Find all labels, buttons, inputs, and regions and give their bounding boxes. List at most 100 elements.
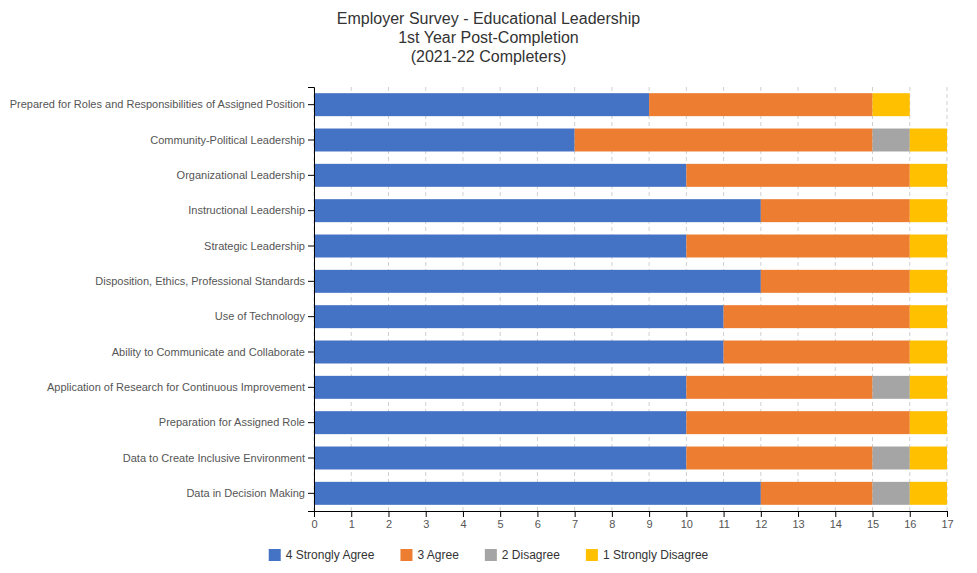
- y-tick: Data to Create Inclusive Environment: [123, 452, 314, 464]
- legend-item: 2 Disagree: [485, 548, 560, 562]
- bar: [910, 411, 947, 434]
- bar: [910, 199, 947, 222]
- x-tick: 0: [311, 511, 317, 530]
- y-tick: Application of Research for Continuous I…: [47, 381, 314, 393]
- x-tick-label: 17: [941, 518, 953, 530]
- legend-label: 3 Agree: [417, 548, 459, 562]
- bar: [873, 129, 910, 152]
- x-tick-label: 11: [718, 518, 729, 530]
- bar: [873, 447, 910, 470]
- x-tick-mark: [947, 511, 948, 517]
- bar: [314, 376, 686, 399]
- bar: [686, 235, 909, 258]
- y-tick-label: Prepared for Roles and Responsibilities …: [10, 98, 305, 110]
- bar: [314, 270, 761, 293]
- bar: [761, 199, 910, 222]
- x-tick: 4: [460, 511, 466, 530]
- x-tick: 13: [792, 511, 804, 530]
- legend-label: 4 Strongly Agree: [286, 548, 375, 562]
- x-tick-mark: [351, 511, 352, 517]
- y-tick-mark: [308, 458, 314, 459]
- series: [575, 93, 910, 505]
- y-tick-mark: [308, 210, 314, 211]
- y-tick: Organizational Leadership: [177, 169, 314, 181]
- x-tick-label: 9: [647, 518, 653, 530]
- x-tick: 12: [755, 511, 767, 530]
- x-tick: 9: [647, 511, 653, 530]
- bar: [686, 164, 909, 187]
- y-tick-label: Organizational Leadership: [177, 169, 305, 181]
- y-tick-label: Use of Technology: [215, 310, 306, 322]
- legend-swatch: [586, 549, 598, 561]
- legend-item: 3 Agree: [400, 548, 459, 562]
- y-tick: Community-Political Leadership: [150, 134, 314, 146]
- x-tick: 17: [941, 511, 953, 530]
- bar: [314, 447, 686, 470]
- x-tick-label: 12: [755, 518, 767, 530]
- x-tick: 15: [867, 511, 879, 530]
- bar: [910, 341, 947, 364]
- y-tick-label: Instructional Leadership: [188, 204, 305, 216]
- x-tick-mark: [537, 511, 538, 517]
- x-axis: 01234567891011121314151617: [311, 511, 953, 530]
- x-axis-line: [315, 512, 948, 518]
- y-tick-mark: [308, 387, 314, 388]
- y-tick: Data in Decision Making: [186, 487, 314, 499]
- x-tick: 5: [498, 511, 504, 530]
- x-tick-mark: [575, 511, 576, 517]
- x-tick-mark: [835, 511, 836, 517]
- bar: [873, 93, 910, 116]
- bar: [314, 129, 575, 152]
- x-tick-label: 15: [867, 518, 879, 530]
- legend: 4 Strongly Agree 3 Agree 2 Disagree 1 Stron…: [269, 548, 709, 562]
- bar: [910, 376, 947, 399]
- series: [873, 129, 910, 505]
- y-tick-mark: [308, 493, 314, 494]
- x-tick-label: 5: [498, 518, 504, 530]
- bar: [314, 411, 686, 434]
- x-tick-mark: [426, 511, 427, 517]
- y-tick: Instructional Leadership: [188, 204, 314, 216]
- grid: [314, 87, 947, 511]
- x-tick-mark: [910, 511, 911, 517]
- bar: [761, 270, 910, 293]
- x-tick: 7: [572, 511, 578, 530]
- y-tick-mark: [308, 281, 314, 282]
- y-tick-label: Data in Decision Making: [186, 487, 305, 499]
- y-tick-label: Application of Research for Continuous I…: [47, 381, 305, 393]
- bar: [873, 376, 910, 399]
- y-tick-mark: [308, 422, 314, 423]
- plot: 01234567891011121314151617Data in Decisi…: [10, 87, 954, 530]
- bar: [910, 482, 947, 505]
- x-tick-label: 16: [904, 518, 916, 530]
- x-tick: 16: [904, 511, 916, 530]
- x-tick: 10: [681, 511, 693, 530]
- title-line: (2021-22 Completers): [411, 48, 567, 65]
- y-tick-label: Strategic Leadership: [204, 240, 305, 252]
- bar: [314, 482, 761, 505]
- bar: [686, 376, 872, 399]
- bar: [761, 482, 873, 505]
- x-tick: 11: [718, 511, 729, 530]
- x-tick: 8: [609, 511, 615, 530]
- bar: [314, 199, 761, 222]
- x-tick-label: 8: [609, 518, 615, 530]
- series: [873, 93, 947, 505]
- x-tick-mark: [388, 511, 389, 517]
- x-tick: 1: [349, 511, 355, 530]
- bar: [910, 447, 947, 470]
- legend-item: 1 Strongly Disagree: [586, 548, 709, 562]
- y-tick-mark: [308, 140, 314, 141]
- x-tick-mark: [724, 511, 725, 517]
- bar: [575, 129, 873, 152]
- x-tick-label: 0: [311, 518, 317, 530]
- bar: [686, 447, 872, 470]
- x-tick-label: 1: [349, 518, 355, 530]
- legend-swatch: [269, 549, 281, 561]
- y-tick: Use of Technology: [215, 310, 314, 322]
- bar: [724, 341, 910, 364]
- y-tick: Disposition, Ethics, Professional Standa…: [95, 275, 314, 287]
- bars: [314, 93, 947, 505]
- bar: [910, 164, 947, 187]
- bar: [686, 411, 909, 434]
